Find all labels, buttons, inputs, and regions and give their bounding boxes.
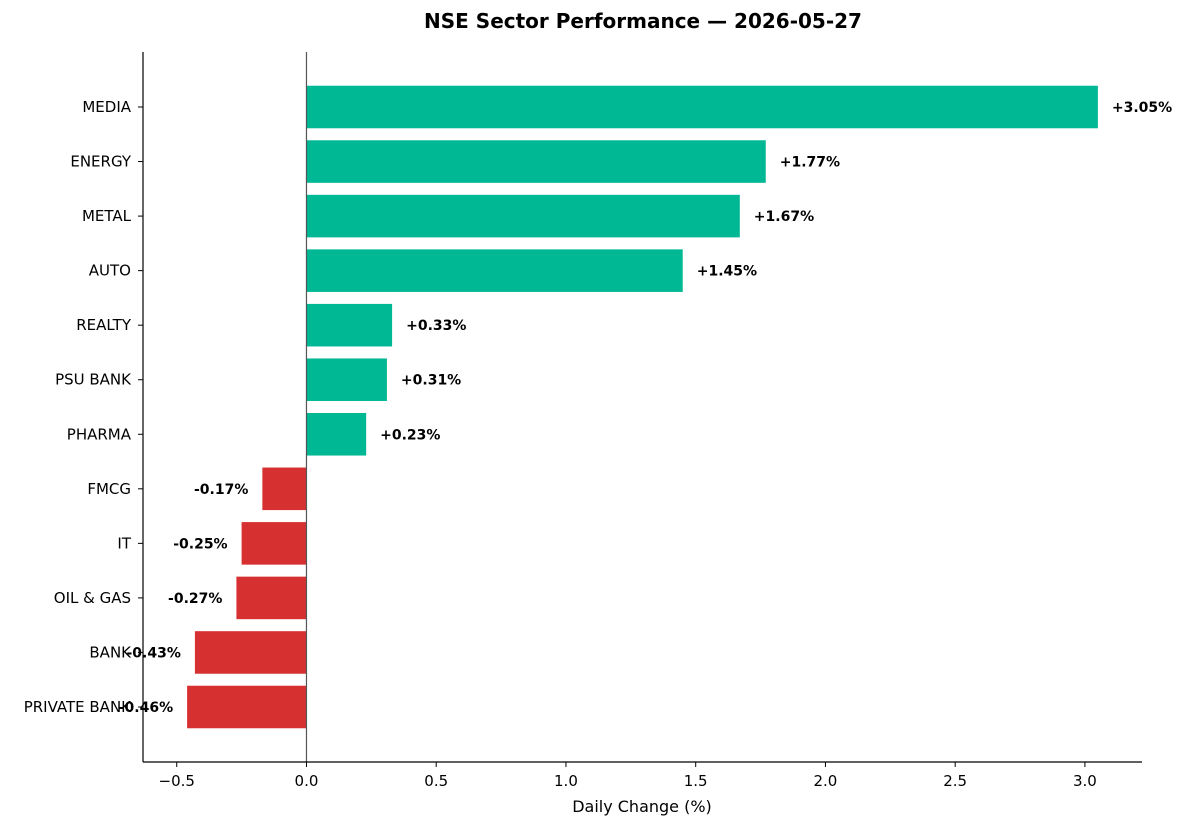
bar-realty bbox=[306, 303, 393, 347]
bar-oil-gas bbox=[236, 576, 307, 620]
y-tick-label: PRIVATE BANK bbox=[24, 698, 132, 716]
x-tick-label: 2.5 bbox=[943, 772, 967, 790]
chart-title: NSE Sector Performance — 2026-05-27 bbox=[424, 9, 862, 33]
x-tick-label: 1.0 bbox=[554, 772, 578, 790]
data-label: -0.27% bbox=[168, 591, 222, 607]
bar-psu-bank bbox=[306, 358, 387, 401]
y-tick-label: METAL bbox=[82, 207, 132, 225]
bar-fmcg bbox=[262, 467, 307, 511]
y-tick-label: REALTY bbox=[76, 316, 132, 334]
y-tick-label: AUTO bbox=[89, 262, 131, 280]
bar-metal bbox=[306, 194, 740, 238]
data-label: +0.23% bbox=[380, 427, 440, 443]
bar-bank bbox=[194, 631, 307, 674]
data-label: +1.77% bbox=[780, 155, 840, 171]
bar-auto bbox=[306, 249, 683, 292]
y-tick-label: IT bbox=[117, 534, 131, 552]
x-axis-ticks: −0.5 0.0 0.5 1.0 1.5 2.0 2.5 3.0 bbox=[159, 762, 1097, 790]
data-label: +1.67% bbox=[754, 209, 814, 225]
x-tick-label: 3.0 bbox=[1073, 772, 1097, 790]
data-label: -0.17% bbox=[194, 482, 248, 498]
y-tick-label: BANK bbox=[89, 643, 132, 661]
y-tick-label: ENERGY bbox=[70, 153, 131, 171]
bars-group bbox=[187, 85, 1098, 729]
data-label: +0.33% bbox=[406, 318, 466, 334]
data-label: +1.45% bbox=[697, 264, 757, 280]
y-tick-label: FMCG bbox=[87, 480, 131, 498]
data-labels-group: +3.05% +1.77% +1.67% +1.45% +0.33% +0.31% +0.2… bbox=[119, 100, 1172, 716]
data-label: -0.43% bbox=[127, 645, 181, 661]
bar-energy bbox=[306, 140, 766, 183]
data-label: -0.46% bbox=[119, 700, 173, 716]
bar-pharma bbox=[306, 413, 367, 456]
data-label: -0.25% bbox=[173, 536, 227, 552]
bar-it bbox=[241, 522, 307, 565]
bar-private-bank bbox=[187, 685, 307, 729]
y-tick-label: PSU BANK bbox=[55, 371, 132, 389]
data-label: +0.31% bbox=[401, 373, 461, 389]
x-axis-label: Daily Change (%) bbox=[572, 797, 712, 816]
y-tick-label: OIL & GAS bbox=[54, 589, 131, 607]
y-tick-label: PHARMA bbox=[67, 425, 132, 443]
x-tick-label: 1.5 bbox=[684, 772, 708, 790]
y-axis-ticks: MEDIA ENERGY METAL AUTO REALTY PSU BANK PHARMA… bbox=[24, 98, 143, 716]
axes-group bbox=[142, 52, 1142, 763]
data-label: +3.05% bbox=[1112, 100, 1172, 116]
x-tick-label: 2.0 bbox=[814, 772, 838, 790]
x-tick-label: 0.5 bbox=[424, 772, 448, 790]
x-tick-label: 0.0 bbox=[295, 772, 319, 790]
bar-media bbox=[306, 85, 1098, 129]
y-tick-label: MEDIA bbox=[82, 98, 131, 116]
x-tick-label: −0.5 bbox=[159, 772, 195, 790]
